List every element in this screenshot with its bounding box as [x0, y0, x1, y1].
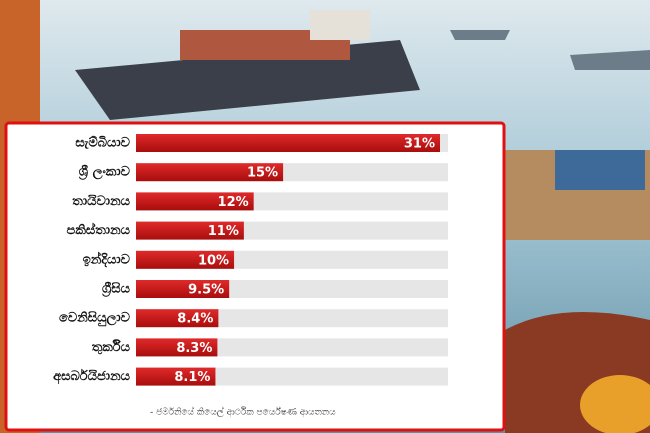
- category-label: වෙනිසියුලාව: [59, 310, 131, 327]
- category-label: ඉන්දියාව: [83, 250, 131, 268]
- bar: [136, 134, 440, 152]
- category-label: ග්‍රීසිය: [101, 281, 130, 297]
- bar: [136, 367, 216, 386]
- value-label: 31%: [404, 137, 435, 152]
- bar: [136, 250, 235, 269]
- value-label: 9.5%: [188, 283, 224, 298]
- value-label: 11%: [208, 224, 239, 239]
- value-label: 12%: [218, 195, 249, 210]
- bar: [136, 163, 284, 182]
- value-label: 10%: [198, 253, 229, 268]
- value-label: 15%: [247, 166, 278, 181]
- value-label: 8.3%: [176, 341, 212, 356]
- bar: [136, 221, 244, 240]
- category-label: තායිවානය: [72, 193, 130, 209]
- value-label: 8.4%: [177, 312, 213, 327]
- category-label: තුර්කිය: [92, 338, 131, 355]
- value-label: 8.1%: [174, 370, 210, 385]
- category-label: ශ්‍රී ලංකාව: [78, 164, 131, 181]
- bar: [136, 338, 218, 357]
- bar: [136, 192, 254, 211]
- category-label: සැම්බියාව: [75, 135, 130, 151]
- source-note: - ජර්මනියේ කියෙල් ආර්ථික පර්යේෂණ ආයතනය: [150, 406, 336, 417]
- bar: [136, 280, 230, 298]
- category-label: අසර්බයිජානය: [53, 368, 130, 385]
- category-label: පකිස්තානය: [67, 221, 131, 238]
- bar: [136, 309, 219, 328]
